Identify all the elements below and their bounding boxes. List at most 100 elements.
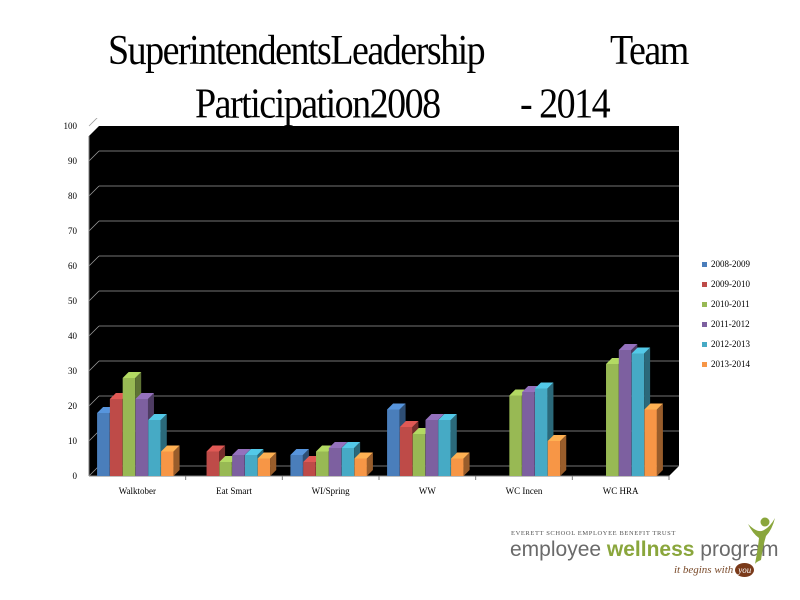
bar-2012-2013-5	[631, 353, 645, 476]
bar-2011-2012-2	[328, 448, 342, 476]
legend-item-2011-2012: 2011-2012	[702, 314, 750, 334]
bar-2011-2012-3	[425, 420, 438, 476]
bar-2008-2009-2	[290, 455, 303, 476]
legend-item-2010-2011: 2010-2011	[702, 294, 750, 314]
bar-2009-2010-1	[206, 451, 220, 476]
legend-label-2011-2012: 2011-2012	[711, 319, 750, 329]
bar-2013-2014-1	[257, 458, 271, 476]
x-tick-label-3: WW	[419, 486, 436, 496]
legend-item-2009-2010: 2009-2010	[702, 274, 750, 294]
legend-label-2012-2013: 2012-2013	[711, 339, 750, 349]
y-tick-label-100: 100	[64, 121, 78, 131]
bar-top-2011-2012-1	[232, 449, 251, 455]
bar-2012-2013-3	[438, 420, 451, 476]
y-tick-label-40: 40	[68, 331, 78, 341]
bar-top-2008-2009-3	[387, 403, 406, 410]
logo-wordmark: employee wellness program	[510, 538, 778, 562]
legend-swatch-2010-2011	[702, 301, 707, 307]
legend-label-2009-2010: 2009-2010	[711, 279, 750, 289]
bar-2011-2012-4	[522, 392, 535, 476]
bar-2010-2011-0	[122, 378, 136, 476]
y-tick-label-0: 0	[73, 471, 78, 481]
legend-swatch-2009-2010	[702, 281, 707, 287]
x-tick-label-1: Eat Smart	[216, 486, 252, 496]
bar-top-2013-2014-5	[644, 403, 663, 410]
y-tick-label-50: 50	[68, 296, 78, 306]
bar-2009-2010-2	[303, 462, 316, 476]
logo-word-employee: employee	[510, 538, 607, 561]
title-line2-right: - 2014	[520, 80, 611, 128]
bar-2013-2014-3	[451, 458, 464, 476]
bar-2012-2013-1	[244, 455, 258, 476]
title-line1-right: Team	[610, 26, 689, 74]
bar-top-2012-2013-4	[534, 382, 554, 389]
bar-2012-2013-0	[148, 420, 161, 476]
bar-top-2009-2010-1	[206, 445, 226, 452]
bar-2013-2014-0	[161, 451, 174, 476]
bar-top-2013-2014-1	[257, 452, 277, 459]
bar-chart: 0 10 20 30 40 50 60 70 80 90 100 Walktober Eat Smart…	[64, 118, 679, 496]
bar-top-2009-2010-3	[399, 421, 419, 427]
gridline-diag-100	[88, 118, 98, 127]
bar-2009-2010-0	[109, 399, 123, 476]
bar-top-2011-2012-3	[425, 414, 444, 420]
y-tick-label-20: 20	[68, 401, 78, 411]
bar-top-2013-2014-4	[547, 435, 567, 441]
bar-2012-2013-4	[534, 388, 548, 476]
bar-top-2012-2013-1	[244, 449, 264, 455]
bar-2012-2013-2	[341, 448, 355, 476]
bar-side-2013-2014-0	[173, 445, 180, 476]
legend-label-2010-2011: 2010-2011	[711, 299, 750, 309]
bar-top-2011-2012-5	[618, 344, 638, 350]
gridline-diag-80	[88, 185, 100, 197]
bar-top-2013-2014-2	[354, 452, 373, 459]
bar-2010-2011-1	[219, 462, 232, 476]
bar-top-2011-2012-0	[135, 393, 154, 399]
employee-wellness-logo: EVERETT SCHOOL EMPLOYEE BENEFIT TRUST em…	[506, 516, 796, 596]
bar-2011-2012-5	[618, 350, 632, 476]
bar-side-2013-2014-1	[270, 452, 277, 476]
gridline-diag-90	[88, 150, 100, 162]
plot-side-wall	[89, 126, 99, 476]
bar-2010-2011-3	[412, 434, 426, 476]
y-tick-label-10: 10	[68, 436, 78, 446]
title-line2-left: Participation2008	[195, 80, 441, 128]
gridline-diag-60	[88, 255, 100, 267]
bar-side-2013-2014-2	[366, 452, 373, 476]
bar-top-2008-2009-2	[290, 449, 309, 455]
x-tick-label-0: Walktober	[119, 486, 156, 496]
legend-swatch-2013-2014	[702, 361, 707, 367]
gridline-diag-40	[88, 325, 100, 337]
gridline-diag-30	[88, 360, 100, 372]
bar-2010-2011-4	[509, 395, 522, 476]
legend-label-2013-2014: 2013-2014	[711, 359, 750, 369]
bar-2010-2011-5	[606, 364, 619, 476]
gridline-diag-50	[88, 290, 100, 302]
logo-you-badge: you	[735, 563, 755, 577]
bar-2013-2014-2	[354, 458, 367, 476]
y-tick-label-90: 90	[68, 156, 78, 166]
logo-tagline: it begins with you	[674, 563, 755, 577]
bar-2008-2009-0	[97, 413, 110, 476]
bar-side-2013-2014-3	[463, 452, 470, 476]
bar-side-2013-2014-5	[656, 403, 663, 476]
bar-2011-2012-0	[135, 399, 148, 476]
bar-2010-2011-2	[316, 451, 329, 476]
bar-top-2013-2014-0	[161, 445, 180, 452]
legend-label-2008-2009: 2008-2009	[711, 259, 750, 269]
legend-item-2013-2014: 2013-2014	[702, 354, 750, 374]
legend-swatch-2008-2009	[702, 261, 707, 267]
gridline-diag-20	[88, 395, 100, 407]
chart-legend: 2008-2009 2009-2010 2010-2011 2011-2012 2012…	[702, 254, 750, 374]
bar-top-2012-2013-5	[631, 347, 651, 354]
y-tick-label-70: 70	[68, 226, 78, 236]
title-line1-left: SuperintendentsLeadership	[108, 26, 486, 74]
gridline-diag-70	[88, 220, 100, 232]
bar-top-2012-2013-3	[438, 414, 457, 420]
logo-trust-text: EVERETT SCHOOL EMPLOYEE BENEFIT TRUST	[511, 530, 676, 537]
legend-swatch-2012-2013	[702, 341, 707, 347]
bar-2013-2014-5	[644, 409, 657, 476]
bar-top-2010-2011-0	[122, 372, 142, 378]
logo-word-wellness: wellness	[606, 538, 695, 561]
bar-2009-2010-3	[399, 427, 413, 476]
